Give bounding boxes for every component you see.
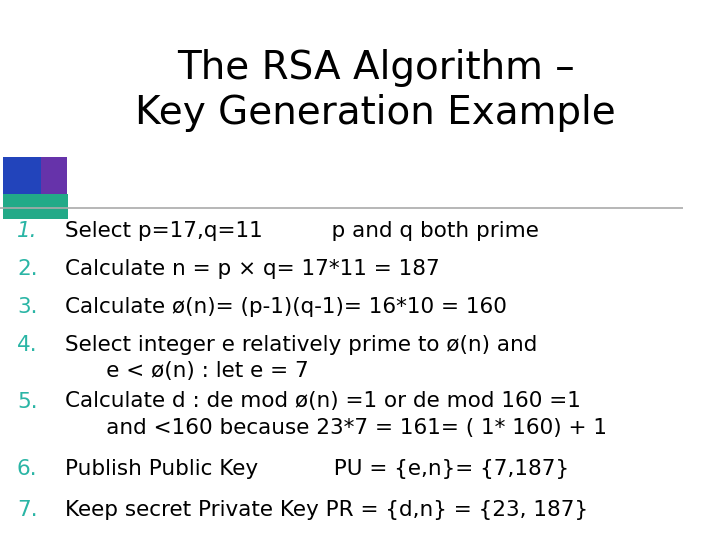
Text: Calculate n = p × q= 17*11 = 187: Calculate n = p × q= 17*11 = 187 xyxy=(65,259,440,279)
Text: 6.: 6. xyxy=(17,459,37,479)
FancyBboxPatch shape xyxy=(41,157,67,205)
Text: The RSA Algorithm –
Key Generation Example: The RSA Algorithm – Key Generation Examp… xyxy=(135,49,616,132)
Text: 5.: 5. xyxy=(17,392,37,411)
Text: 7.: 7. xyxy=(17,500,37,519)
Text: Select integer e relatively prime to ø(n) and
      e < ø(n) : let e = 7: Select integer e relatively prime to ø(n… xyxy=(65,335,537,381)
Text: 3.: 3. xyxy=(17,297,37,317)
Text: Keep secret Private Key PR = {d,n} = {23, 187}: Keep secret Private Key PR = {d,n} = {23… xyxy=(65,500,588,519)
Text: Select p=17,q=11          p and q both prime: Select p=17,q=11 p and q both prime xyxy=(65,221,539,241)
Text: 4.: 4. xyxy=(17,335,37,355)
Text: Calculate ø(n)= (p-1)(q-1)= 16*10 = 160: Calculate ø(n)= (p-1)(q-1)= 16*10 = 160 xyxy=(65,297,507,317)
FancyBboxPatch shape xyxy=(4,157,41,219)
FancyBboxPatch shape xyxy=(4,194,68,219)
Text: 2.: 2. xyxy=(17,259,37,279)
Text: Calculate d : de mod ø(n) =1 or de mod 160 =1
      and <160 because 23*7 = 161=: Calculate d : de mod ø(n) =1 or de mod 1… xyxy=(65,392,607,438)
Text: Publish Public Key           PU = {e,n}= {7,187}: Publish Public Key PU = {e,n}= {7,187} xyxy=(65,459,569,479)
Text: 1.: 1. xyxy=(17,221,37,241)
